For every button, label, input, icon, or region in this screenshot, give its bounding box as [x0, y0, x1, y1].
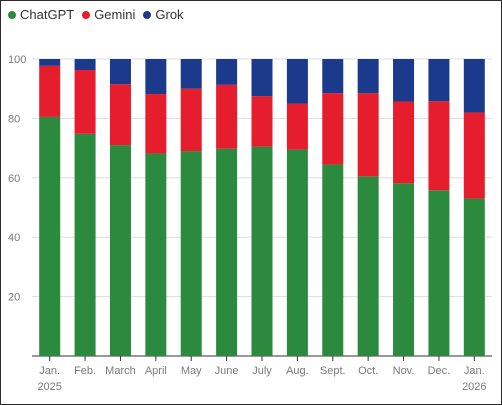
- y-tick-label-20: 20: [8, 292, 20, 304]
- y-tick-label-100: 100: [8, 54, 26, 66]
- bar-chatgpt-8: [322, 164, 344, 356]
- bar-chatgpt-6: [251, 146, 273, 356]
- bar-grok-2: [109, 59, 131, 85]
- bar-chatgpt-0: [39, 116, 61, 356]
- legend-label-grok: Grok: [155, 7, 184, 22]
- y-tick-label-60: 60: [8, 173, 20, 185]
- bar-gemini-12: [463, 112, 485, 199]
- bar-grok-8: [322, 59, 344, 94]
- bar-gemini-10: [393, 101, 415, 184]
- bar-chatgpt-9: [357, 176, 379, 356]
- legend-swatch-chatgpt: [8, 10, 16, 19]
- bar-grok-7: [286, 59, 308, 104]
- x-tick-label-11: Dec.: [428, 365, 451, 377]
- bar-gemini-4: [180, 88, 202, 152]
- legend-label-chatgpt: ChatGPT: [20, 7, 75, 22]
- x-tick-label-7: Aug.: [286, 365, 309, 377]
- x-tick-label-2: March: [105, 365, 136, 377]
- x-tick-label-8: Sept.: [320, 365, 346, 377]
- legend-item-grok: Grok: [143, 7, 184, 22]
- x-tick-label-9: Oct.: [358, 365, 378, 377]
- bar-gemini-2: [109, 84, 131, 146]
- bar-chatgpt-4: [180, 151, 202, 356]
- bar-grok-1: [74, 59, 96, 70]
- bar-chatgpt-11: [428, 190, 450, 356]
- bar-grok-5: [216, 59, 238, 85]
- x-tick-label-1: Feb.: [74, 365, 96, 377]
- bar-grok-11: [428, 59, 450, 102]
- bar-gemini-0: [39, 65, 61, 117]
- bar-chatgpt-12: [463, 198, 485, 356]
- bar-grok-0: [39, 59, 61, 66]
- bar-grok-3: [145, 59, 167, 95]
- y-tick-label-40: 40: [8, 232, 20, 244]
- x-tick-label-6: July: [252, 365, 272, 377]
- x-tick-label-3: April: [145, 365, 167, 377]
- bar-chatgpt-7: [286, 149, 308, 356]
- bar-gemini-3: [145, 94, 167, 154]
- bar-grok-4: [180, 59, 202, 89]
- bar-grok-6: [251, 59, 273, 97]
- legend: ChatGPT Gemini Grok: [8, 7, 184, 22]
- bar-gemini-6: [251, 96, 273, 147]
- legend-swatch-grok: [143, 10, 152, 19]
- bar-grok-12: [463, 59, 485, 113]
- legend-item-chatgpt: ChatGPT: [8, 7, 74, 22]
- x-tick-label-5: June: [215, 365, 239, 377]
- bar-gemini-9: [357, 93, 379, 177]
- bar-chatgpt-1: [74, 133, 96, 356]
- bar-gemini-11: [428, 101, 450, 191]
- bar-gemini-7: [286, 103, 308, 150]
- y-tick-label-80: 80: [8, 113, 20, 125]
- bar-grok-10: [393, 59, 415, 102]
- bar-chatgpt-3: [145, 153, 167, 356]
- legend-label-gemini: Gemini: [94, 7, 136, 22]
- x-tick-label-0: Jan. 2025: [37, 365, 61, 393]
- bar-gemini-1: [74, 69, 96, 134]
- bar-chatgpt-2: [109, 145, 131, 356]
- legend-item-gemini: Gemini: [82, 7, 135, 22]
- bar-gemini-8: [322, 93, 344, 165]
- bar-chatgpt-5: [216, 148, 238, 356]
- bar-gemini-5: [216, 84, 238, 149]
- bar-chatgpt-10: [393, 183, 415, 356]
- x-tick-label-12: Jan. 2026: [462, 365, 486, 393]
- x-tick-label-10: Nov.: [393, 365, 415, 377]
- bar-grok-9: [357, 59, 379, 94]
- legend-swatch-gemini: [82, 10, 91, 19]
- x-tick-label-4: May: [181, 365, 202, 377]
